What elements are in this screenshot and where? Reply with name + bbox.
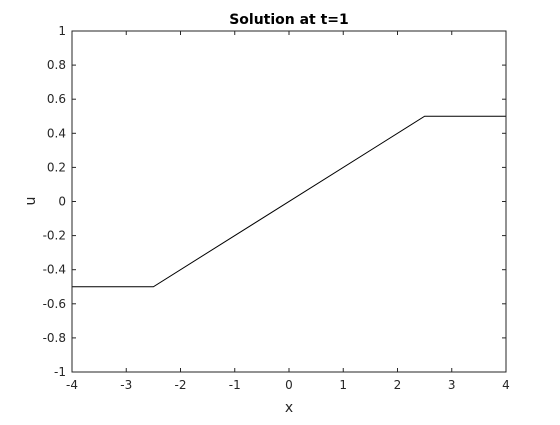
series-line	[72, 115, 506, 288]
y-tick-label: 0.2	[47, 160, 66, 174]
x-tick-label: -3	[120, 378, 132, 392]
y-tick-label: -1	[54, 365, 66, 379]
x-tick-label: -4	[66, 378, 78, 392]
x-tick-label: -2	[175, 378, 187, 392]
y-tick-label: 0.8	[47, 58, 66, 72]
x-tick-label: -1	[229, 378, 241, 392]
y-tick-label: -0.4	[43, 263, 66, 277]
plot-area-frame	[71, 30, 507, 373]
x-tick-label: 1	[339, 378, 347, 392]
y-tick-label: -0.6	[43, 297, 66, 311]
y-axis-label: u	[23, 197, 39, 206]
x-tick-label: 4	[502, 378, 510, 392]
chart-title: Solution at t=1	[229, 12, 349, 28]
y-tick-label: -0.8	[43, 331, 66, 345]
x-tick-label: 3	[448, 378, 456, 392]
y-tick-label: 0.4	[47, 126, 66, 140]
y-tick-label: 0.6	[47, 92, 66, 106]
x-tick-label: 2	[394, 378, 402, 392]
y-tick-label: 0	[58, 195, 66, 209]
series-layer	[72, 115, 506, 288]
x-tick-label: 0	[285, 378, 293, 392]
y-tick-label: 1	[58, 24, 66, 38]
y-tick-label: -0.2	[43, 229, 66, 243]
ticks-layer: -4 -3 -2 -1 0 1 2 3 4 -1 -0.8 -0.6 -0.4 -0.2 0 0.2 0.4 0.…	[43, 24, 510, 392]
x-axis-label: x	[285, 400, 293, 416]
